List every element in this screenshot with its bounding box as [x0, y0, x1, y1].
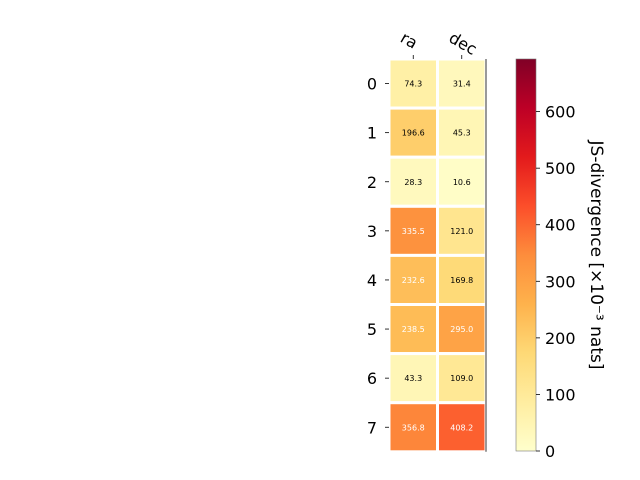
cell-value-label: 238.5 — [402, 325, 425, 334]
row-label: 7 — [367, 418, 377, 437]
row-label: 6 — [367, 369, 377, 388]
cell-value-label: 74.3 — [404, 80, 422, 89]
row-labels: 0 1 2 3 4 5 6 7 — [367, 75, 389, 437]
row-label: 2 — [367, 173, 377, 192]
cell-value-label: 28.3 — [404, 178, 422, 187]
colorbar: 0 100 200 300 400 500 600 JS-divergence [×10⁻³… — [515, 58, 606, 461]
column-label: ra — [397, 28, 421, 53]
row-label: 0 — [367, 75, 377, 94]
colorbar-tick-label: 400 — [545, 216, 576, 235]
colorbar-tick-label: 500 — [545, 159, 576, 178]
cell-value-label: 31.4 — [453, 80, 471, 89]
row-label: 1 — [367, 124, 377, 143]
cell-value-label: 356.8 — [402, 423, 425, 432]
cell-value-label: 232.6 — [402, 276, 425, 285]
colorbar-tick-label: 600 — [545, 103, 576, 122]
heatmap-grid: 74.3 31.4 196.6 45.3 28.3 10.6 335.5 121.0 232.6… — [387, 57, 488, 454]
colorbar-tick-label: 300 — [545, 272, 576, 291]
colorbar-label: JS-divergence [×10⁻³ nats] — [586, 140, 606, 370]
cell-value-label: 169.8 — [450, 276, 473, 285]
column-label: dec — [446, 28, 480, 59]
cell-value-label: 295.0 — [450, 325, 473, 334]
cell-value-label: 408.2 — [450, 423, 473, 432]
cell-value-label: 45.3 — [453, 129, 471, 138]
colorbar-tick-label: 100 — [545, 385, 576, 404]
cell-value-label: 121.0 — [450, 227, 473, 236]
colorbar-ticks: 0 100 200 300 400 500 600 — [536, 103, 576, 461]
cell-value-label: 109.0 — [450, 374, 473, 383]
cell-value-label: 196.6 — [402, 129, 425, 138]
heatmap-cell — [436, 204, 488, 257]
colorbar-tick-label: 0 — [545, 442, 555, 461]
cell-value-label: 335.5 — [402, 227, 425, 236]
row-label: 5 — [367, 320, 377, 339]
row-label: 4 — [367, 271, 377, 290]
row-label: 3 — [367, 222, 377, 241]
colorbar-gradient — [515, 58, 537, 452]
cell-value-label: 10.6 — [453, 178, 471, 187]
column-labels: ra dec — [397, 28, 480, 59]
colorbar-tick-label: 200 — [545, 329, 576, 348]
heatmap-cell — [436, 401, 488, 454]
cell-value-label: 43.3 — [404, 374, 422, 383]
heatmap-cell — [436, 253, 488, 306]
